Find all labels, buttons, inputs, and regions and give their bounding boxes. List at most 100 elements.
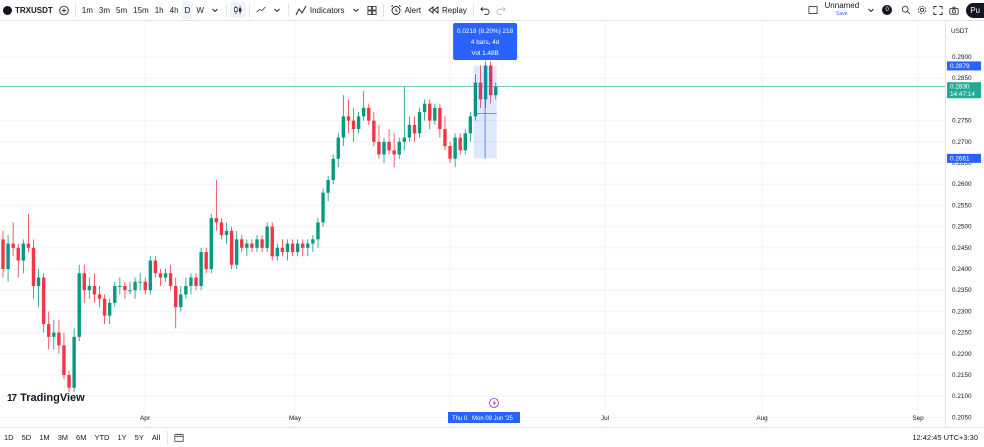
range-5d[interactable]: 5D (21, 433, 32, 442)
candle-body (417, 112, 422, 134)
candle-body (422, 103, 427, 113)
candle-body (184, 285, 188, 295)
price-scale[interactable]: USDT 0.2900 0.2850 0.2750 0.2700 0.2650 0.2600… (945, 20, 984, 427)
replay-button[interactable]: Replay (424, 1, 470, 19)
candle-body (97, 294, 102, 299)
candle-body (26, 243, 31, 248)
candle-body (428, 103, 432, 121)
candle-body (92, 285, 97, 295)
range-1d[interactable]: 1D (4, 433, 14, 442)
layout-menu-button[interactable] (863, 2, 879, 18)
timeframe-3m[interactable]: 3m (98, 5, 111, 15)
price-tick-label: 0.2400 (952, 266, 972, 273)
gear-icon (918, 5, 927, 15)
candle-body (62, 345, 66, 376)
candles-series (1, 61, 498, 392)
price-tick-label: 0.2450 (952, 245, 972, 252)
price-tick-label: 0.2850 (952, 75, 972, 82)
range-3m[interactable]: 3M (57, 433, 69, 442)
user-badge[interactable]: 0 (882, 5, 893, 15)
camera-icon (949, 6, 959, 15)
redo-button[interactable] (493, 2, 509, 18)
candle-body (143, 281, 147, 291)
publish-button[interactable]: Pu (966, 2, 984, 18)
tradingview-logo[interactable]: 17 TradingView (7, 392, 85, 404)
go-to-date-button[interactable] (171, 430, 187, 446)
candle-body (204, 252, 208, 270)
candle-body (306, 243, 310, 248)
candle-body (1, 239, 5, 270)
trend-line-icon (256, 6, 266, 13)
time-axis-label: May (289, 415, 302, 422)
divider (472, 3, 474, 17)
price-tick-label: 0.2700 (952, 139, 972, 146)
candle-body (453, 137, 457, 159)
top-toolbar: TRXUSDT 1m 3m 5m 15m 1h 4h D W Indicator… (0, 0, 984, 20)
alert-button[interactable]: Alert (387, 1, 424, 19)
search-icon (902, 5, 911, 15)
toolbar-right-group: Unnamed Save 0 Pu (805, 0, 984, 20)
undo-button[interactable] (477, 2, 493, 18)
timeframe-15m[interactable]: 15m (133, 5, 149, 15)
candles-chart-type-button[interactable] (229, 2, 246, 18)
alarm-clock-icon (390, 4, 401, 15)
fullscreen-button[interactable] (930, 2, 946, 18)
tv-logo-icon: 17 (7, 392, 17, 404)
range-6m[interactable]: 6M (76, 433, 87, 442)
timeframe-w[interactable]: W (196, 5, 204, 15)
timeframe-4h[interactable]: 4h (169, 5, 179, 15)
indicators-menu-button[interactable] (348, 2, 364, 18)
clock-timezone[interactable]: 12:42:45 UTC+3:30 (912, 433, 978, 442)
symbol-name: TRXUSDT (15, 5, 53, 15)
timeframe-d[interactable]: D (181, 1, 194, 19)
range-1y[interactable]: 1Y (117, 433, 127, 442)
line-tool-menu-button[interactable] (269, 2, 285, 18)
range-5y[interactable]: 5Y (134, 433, 144, 442)
chart-pane[interactable]: 0.0218 (8.20%) 218 4 bars, 4d Vol 1.48B Ap… (0, 20, 945, 428)
price-label-high: 0.2879 (950, 63, 970, 70)
candle-body (397, 141, 401, 155)
range-all[interactable]: All (151, 433, 161, 442)
candle-body (52, 332, 56, 337)
price-tick-label: 0.2100 (952, 393, 972, 400)
settings-button[interactable] (914, 2, 930, 18)
price-scale-axis: USDT 0.2900 0.2850 0.2750 0.2700 0.2650 0.2600… (947, 28, 981, 421)
layouts-button[interactable] (364, 2, 380, 18)
indicators-button[interactable]: Indicators (292, 1, 348, 19)
timeframe-1m[interactable]: 1m (81, 5, 93, 15)
timeframe-menu-button[interactable] (207, 2, 223, 18)
undo-icon (480, 6, 490, 15)
price-chart[interactable]: 0.0218 (8.20%) 218 4 bars, 4d Vol 1.48B Ap… (0, 21, 945, 428)
chevron-down-icon (274, 8, 280, 13)
candle-body (31, 247, 36, 286)
candle-body (194, 277, 198, 286)
line-tool-button[interactable] (253, 2, 269, 18)
candle-body (118, 285, 122, 287)
candle-body (148, 260, 153, 291)
candle-body (163, 273, 168, 278)
candle-body (199, 252, 203, 286)
quick-search-button[interactable] (898, 2, 914, 18)
candle-body (473, 82, 478, 117)
timeframe-5m[interactable]: 5m (116, 5, 128, 15)
candle-body (255, 239, 259, 248)
candle-body (250, 243, 254, 248)
candle-body (6, 243, 10, 270)
layout-toggle-button[interactable] (805, 2, 821, 18)
divider (382, 3, 384, 17)
compare-symbol-button[interactable] (56, 2, 72, 18)
range-ytd[interactable]: YTD (94, 433, 110, 442)
range-1m[interactable]: 1M (39, 433, 50, 442)
candle-body (295, 243, 300, 253)
snapshot-button[interactable] (946, 2, 962, 18)
layout-name[interactable]: Unnamed Save (825, 2, 860, 18)
symbol-search[interactable]: TRXUSDT (0, 1, 56, 19)
candle-body (316, 222, 320, 240)
lightning-icon (492, 400, 497, 407)
candle-body (275, 247, 280, 257)
price-tick-label: 0.2200 (952, 351, 972, 358)
timeframe-1h[interactable]: 1h (154, 5, 164, 15)
price-tick-label: 0.2550 (952, 202, 972, 209)
candle-body (285, 243, 290, 253)
candle-body (367, 107, 371, 121)
